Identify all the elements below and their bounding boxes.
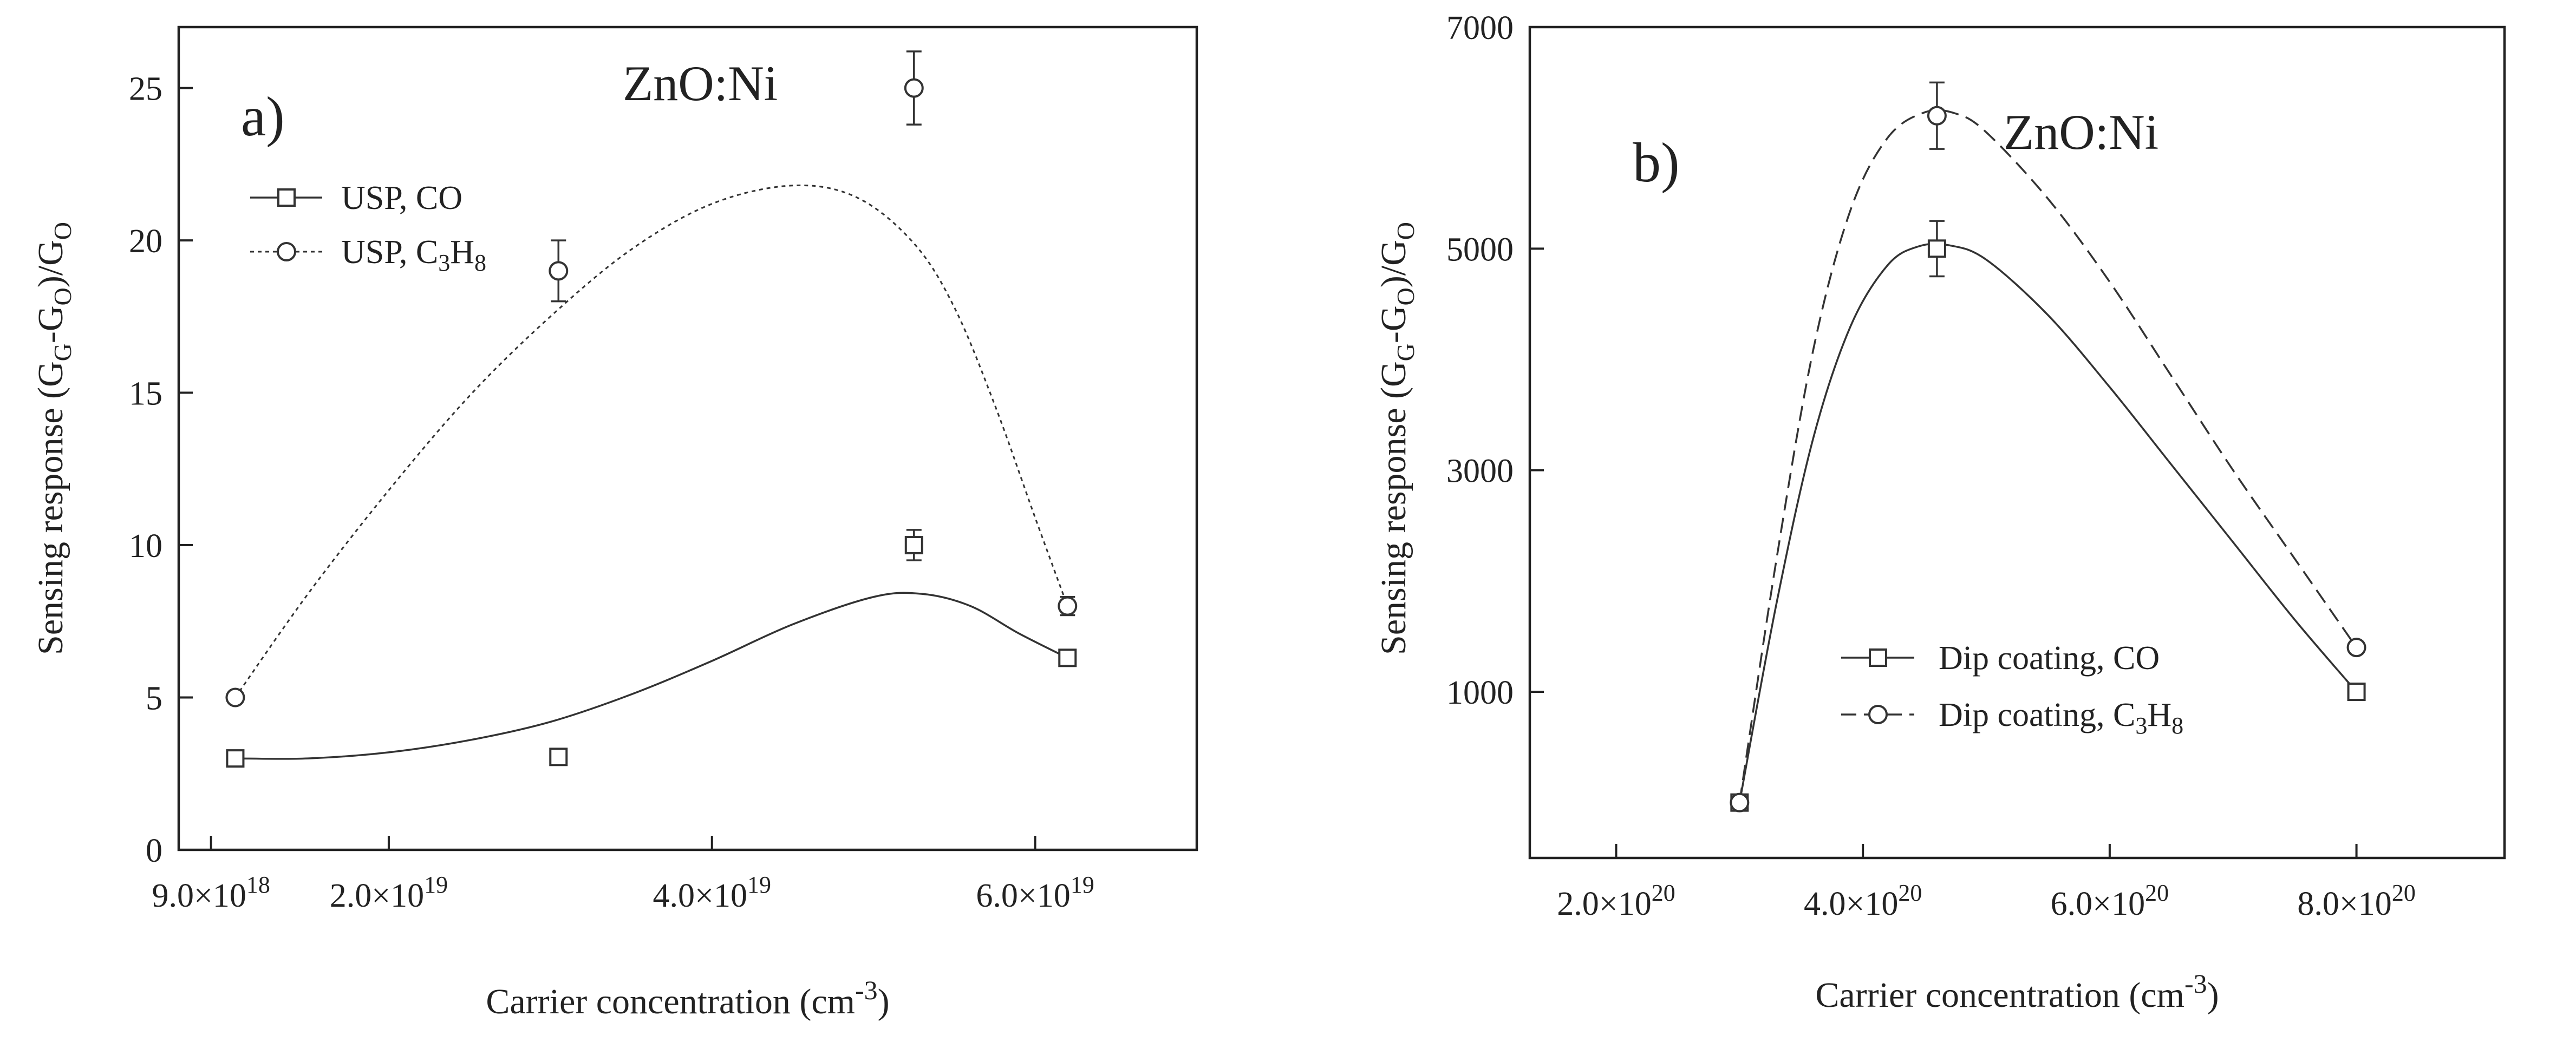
panel-b-fit-curves: [1738, 109, 2358, 803]
panel-b-material-label: ZnO:Ni: [2004, 104, 2158, 160]
panel-a-fit-curves: [234, 184, 1068, 760]
panel-b-x-tick-label: 2.0×1020: [1557, 880, 1675, 922]
legend-dip-c3h8-marker: [1868, 705, 1888, 724]
series-usp-co-fit-curve: [235, 592, 1068, 760]
panel-a-plot-frame: [177, 25, 1198, 851]
legend-usp-co-label: USP, CO: [341, 180, 462, 217]
panel-a-y-tick-label: 0: [146, 833, 162, 869]
series-usp-co-point: [549, 748, 568, 766]
legend-usp-c3h8-label: USP, C3H8: [341, 234, 486, 276]
panel-a-y-axis-label: Sensing response (GG-GO)/GO: [31, 222, 76, 655]
series-dip-coating-co-point: [1927, 239, 1946, 258]
panel-b-y-tick-label: 3000: [1446, 453, 1514, 490]
panel-a-x-tick-label: 4.0×1019: [653, 871, 771, 914]
panel-b-x-tick-label: 8.0×1020: [2297, 880, 2415, 922]
panel-a-label: a): [241, 86, 285, 148]
panel-b-x-axis-label: Carrier concentration (cm-3): [1815, 968, 2219, 1015]
panel-a-x-axis-label: Carrier concentration (cm-3): [486, 975, 889, 1021]
panel-a-y-tick-label: 15: [129, 376, 162, 412]
panel-a-x-tick-label: 2.0×1019: [330, 871, 448, 914]
panel-b-y-axis-label: Sensing response (GG-GO)/GO: [1374, 222, 1419, 655]
panel-b-plot-frame: [1528, 25, 2506, 860]
panel-b-chart: 2.0×1020 4.0×1020 6.0×1020 8.0×1020 1000 3000…: [1374, 10, 2506, 1015]
series-usp-co-point: [904, 536, 923, 555]
panel-b-x-tick-label: 4.0×1020: [1804, 880, 1922, 922]
panel-a-y-tick-label: 25: [129, 71, 162, 108]
legend-usp-c3h8-marker: [277, 242, 296, 261]
legend-dip-co-label: Dip coating, CO: [1939, 640, 2160, 677]
legend-dip-c3h8-label: Dip coating, C3H8: [1939, 697, 2183, 739]
series-dip-coating-co-point: [2347, 683, 2366, 701]
panel-b-y-tick-label: 5000: [1446, 231, 1514, 268]
panel-a-y-tick-label: 20: [129, 223, 162, 260]
panel-a-x-tick-label: 9.0×1018: [152, 871, 270, 914]
panel-b-data-marks: [1730, 81, 2366, 812]
panel-b-label: b): [1633, 132, 1680, 194]
series-usp-c3h8-point: [549, 261, 569, 281]
series-dip-coating-c3h8-point: [1730, 792, 1750, 812]
series-dip-coating-co-fit-curve: [1738, 243, 2357, 803]
series-dip-coating-c3h8-point: [1927, 106, 1947, 126]
panel-b-y-tick-label: 1000: [1446, 674, 1514, 711]
series-usp-c3h8-point: [1058, 596, 1078, 616]
panel-a-material-label: ZnO:Ni: [623, 56, 778, 111]
series-usp-c3h8-point: [225, 687, 245, 707]
series-usp-c3h8-point: [904, 78, 924, 98]
panel-a-y-tick-label: 10: [129, 528, 162, 565]
panel-a-chart: 9.0×1018 2.0×1019 4.0×1019 6.0×1019 0 5 10 15 20…: [31, 25, 1198, 1021]
series-usp-co-point: [226, 749, 245, 768]
series-usp-co-point: [1058, 648, 1077, 667]
panel-b-y-tick-label: 7000: [1446, 10, 1514, 47]
legend-dip-co-marker: [1869, 648, 1887, 667]
panel-a-y-tick-label: 5: [146, 680, 162, 717]
panel-b-x-tick-label: 6.0×1020: [2051, 880, 2169, 922]
legend-usp-co-marker: [277, 188, 296, 207]
panel-a-legend: USP, CO USP, C3H8: [250, 180, 486, 276]
panel-a-axes: 9.0×1018 2.0×1019 4.0×1019 6.0×1019 0 5 10 15 20…: [129, 71, 1094, 914]
panel-a-data-marks: [225, 50, 1078, 768]
series-dip-coating-c3h8-fit-curve: [1738, 109, 2358, 803]
panel-b-legend: Dip coating, CO Dip coating, C3H8: [1841, 640, 2183, 739]
panel-b-axes: 2.0×1020 4.0×1020 6.0×1020 8.0×1020 1000 3000…: [1446, 10, 2416, 922]
series-dip-coating-c3h8-point: [2346, 638, 2366, 658]
panel-a-x-tick-label: 6.0×1019: [976, 871, 1094, 914]
